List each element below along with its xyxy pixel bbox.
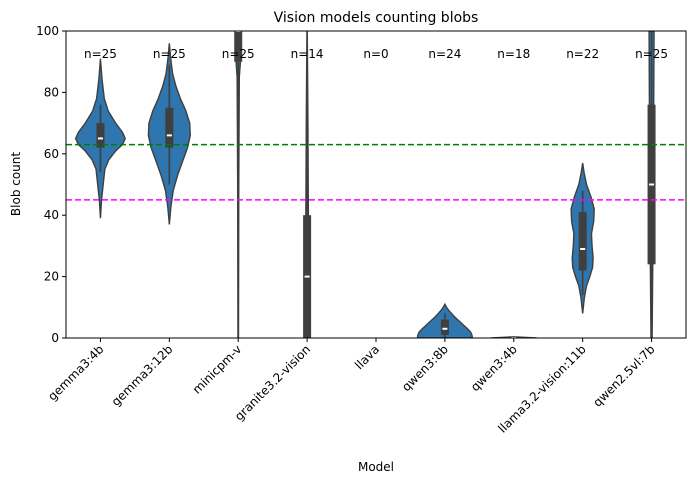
violin-iqr-box [234,31,243,62]
violin-iqr-box [165,107,174,148]
y-axis-label: Blob count [9,152,23,216]
sample-size-label: n=25 [153,47,186,61]
y-tick-label: 20 [44,270,59,284]
violin-median [97,137,103,140]
chart-title: Vision models counting blobs [274,10,479,26]
sample-size-label: n=14 [291,47,324,61]
y-tick-label: 80 [44,85,59,99]
sample-size-label: n=0 [363,47,388,61]
sample-size-label: n=25 [84,47,117,61]
violin-median [442,327,448,330]
y-tick-label: 60 [44,147,59,161]
violin-median [166,134,172,137]
y-tick-label: 100 [36,24,59,38]
violin-iqr-box [440,319,449,335]
sample-size-label: n=18 [497,47,530,61]
violin-median [580,247,586,250]
y-tick-label: 0 [51,331,59,345]
violin-iqr-box [578,212,587,271]
violin-median [649,183,655,186]
violin-iqr-box [96,123,105,148]
sample-size-label: n=22 [566,47,599,61]
plot-clip-group [66,31,686,338]
sample-size-label: n=25 [222,47,255,61]
y-tick-label: 40 [44,208,59,222]
x-axis-label: Model [358,460,394,474]
sample-size-label: n=25 [635,47,668,61]
violin-median [304,275,310,278]
sample-size-label: n=24 [428,47,461,61]
